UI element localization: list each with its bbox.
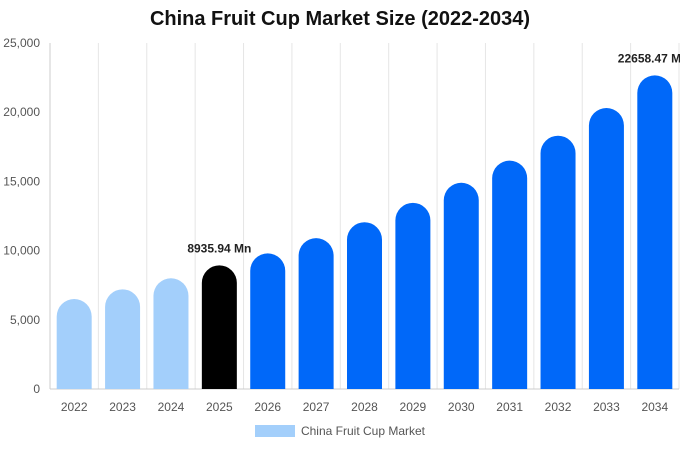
x-tick-label: 2033 [593, 400, 620, 414]
y-tick-label: 10,000 [3, 244, 40, 258]
bar-2025[interactable] [201, 265, 237, 389]
bar-2030[interactable] [443, 182, 479, 389]
legend[interactable]: China Fruit Cup Market [0, 424, 680, 438]
y-tick-label: 0 [33, 382, 40, 396]
data-label-2034: 22658.47 Mn [618, 51, 680, 65]
bar-2032[interactable] [540, 135, 576, 389]
x-tick-label: 2031 [496, 400, 523, 414]
bar-2027[interactable] [298, 238, 334, 389]
bar-2033[interactable] [588, 108, 624, 389]
x-tick-label: 2022 [61, 400, 88, 414]
bar-2022[interactable] [56, 299, 92, 389]
x-tick-label: 2027 [303, 400, 330, 414]
bar-2023[interactable] [105, 289, 141, 389]
y-tick-label: 5,000 [10, 313, 40, 327]
x-tick-label: 2032 [545, 400, 572, 414]
bar-2031[interactable] [492, 160, 528, 389]
y-tick-label: 15,000 [3, 174, 40, 188]
x-tick-label: 2026 [254, 400, 281, 414]
legend-swatch [254, 425, 295, 437]
bar-2028[interactable] [347, 222, 382, 389]
x-tick-label: 2023 [109, 400, 136, 414]
x-tick-label: 2029 [400, 400, 427, 414]
data-label-2025: 8935.94 Mn [187, 241, 251, 255]
legend-label: China Fruit Cup Market [300, 424, 426, 438]
bar-2034[interactable] [637, 75, 673, 390]
y-tick-label: 20,000 [3, 105, 40, 119]
x-tick-label: 2028 [351, 400, 378, 414]
x-tick-label: 2030 [448, 400, 475, 414]
y-axis-ticks: 0 5,000 10,000 15,000 20,000 25,000 [3, 36, 40, 396]
y-tick-label: 25,000 [3, 36, 40, 50]
x-axis-ticks: 2022 2023 2024 2025 2026 2027 2028 2029 2030 2031… [61, 400, 669, 414]
x-tick-label: 2025 [206, 400, 233, 414]
bars [56, 75, 673, 390]
chart-title: China Fruit Cup Market Size (2022-2034) [149, 8, 531, 30]
bar-2026[interactable] [250, 253, 286, 389]
x-tick-label: 2034 [641, 400, 668, 414]
grid-lines [49, 43, 680, 389]
bar-2029[interactable] [395, 202, 431, 389]
x-tick-label: 2024 [158, 400, 185, 414]
bar-2024[interactable] [153, 278, 189, 389]
data-labels: 8935.94 Mn 22658.47 Mn [187, 51, 680, 255]
